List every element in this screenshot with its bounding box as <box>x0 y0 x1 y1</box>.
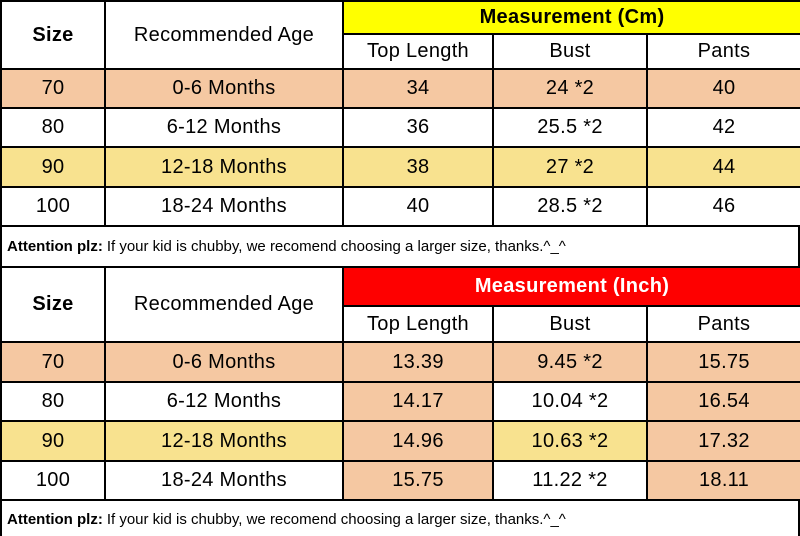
attention-text: If your kid is chubby, we recomend choos… <box>106 238 566 255</box>
cell-age: 6-12 Months <box>104 107 344 148</box>
table-row: 80 6-12 Months 36 25.5 *2 42 <box>0 107 800 148</box>
cm-age-header: Recommended Age <box>104 0 344 70</box>
cell-bust: 24 *2 <box>492 68 648 109</box>
cell-pants: 18.11 <box>645 460 800 501</box>
cell-age: 12-18 Months <box>104 420 344 462</box>
cell-size: 80 <box>0 381 106 422</box>
cell-bust: 10.63 *2 <box>492 420 648 462</box>
cell-size: 100 <box>0 186 106 227</box>
cell-bust: 25.5 *2 <box>492 107 648 148</box>
cell-top-length: 34 <box>342 68 494 109</box>
cell-pants: 15.75 <box>645 341 800 383</box>
cell-top-length: 15.75 <box>342 460 494 501</box>
inch-header-row-2: Top Length Bust Pants <box>1 305 800 343</box>
cell-bust: 28.5 *2 <box>492 186 648 227</box>
inch-col-pants: Pants <box>645 305 800 343</box>
attention-label: Attention plz: <box>7 238 103 255</box>
inch-header-row-1: Size Recommended Age Measurement (Inch) <box>0 266 800 343</box>
cell-size: 70 <box>0 68 106 109</box>
cell-top-length: 36 <box>342 107 494 148</box>
cell-size: 80 <box>0 107 106 148</box>
attention-text: If your kid is chubby, we recomend choos… <box>106 511 566 528</box>
cell-top-length: 14.96 <box>342 420 494 462</box>
cell-age: 0-6 Months <box>104 68 344 109</box>
table-row: 80 6-12 Months 14.17 10.04 *2 16.54 <box>0 381 800 422</box>
table-row: 90 12-18 Months 14.96 10.63 *2 17.32 <box>0 420 800 462</box>
cell-size: 100 <box>0 460 106 501</box>
cell-top-length: 13.39 <box>342 341 494 383</box>
inch-col-bust: Bust <box>492 305 648 343</box>
inch-age-header: Recommended Age <box>104 266 344 343</box>
cm-header-row-2: Top Length Bust Pants <box>1 33 800 70</box>
inch-size-table: Size Recommended Age Measurement (Inch) … <box>0 266 800 501</box>
cell-size: 70 <box>0 341 106 383</box>
cell-bust: 9.45 *2 <box>492 341 648 383</box>
cm-col-top-length: Top Length <box>342 33 494 70</box>
attention-label: Attention plz: <box>7 511 103 528</box>
cm-col-bust: Bust <box>492 33 648 70</box>
cell-age: 12-18 Months <box>104 146 344 188</box>
table-row: 100 18-24 Months 40 28.5 *2 46 <box>0 186 800 227</box>
cell-pants: 16.54 <box>645 381 800 422</box>
cm-size-table: Size Recommended Age Measurement (Cm) To… <box>0 0 800 227</box>
cell-size: 90 <box>0 146 106 188</box>
cell-pants: 42 <box>646 107 800 148</box>
inch-size-header: Size <box>0 266 106 343</box>
cell-bust: 11.22 *2 <box>492 460 648 501</box>
cell-age: 18-24 Months <box>104 186 344 227</box>
cell-pants: 44 <box>646 146 800 188</box>
attention-note-inch: Attention plz: If your kid is chubby, we… <box>0 501 800 536</box>
table-row: 90 12-18 Months 38 27 *2 44 <box>0 146 800 188</box>
cell-age: 0-6 Months <box>104 341 344 383</box>
cm-header-row-1: Size Recommended Age Measurement (Cm) <box>0 0 800 70</box>
cell-pants: 46 <box>646 186 800 227</box>
table-row: 70 0-6 Months 34 24 *2 40 <box>0 68 800 109</box>
cm-measurement-header: Measurement (Cm) <box>342 0 800 35</box>
cm-col-pants: Pants <box>646 33 800 70</box>
inch-measurement-header: Measurement (Inch) <box>341 266 800 307</box>
cell-pants: 40 <box>646 68 800 109</box>
cell-bust: 27 *2 <box>492 146 648 188</box>
table-row: 70 0-6 Months 13.39 9.45 *2 15.75 <box>0 341 800 383</box>
table-row: 100 18-24 Months 15.75 11.22 *2 18.11 <box>0 460 800 501</box>
inch-col-top-length: Top Length <box>342 305 494 343</box>
cell-age: 6-12 Months <box>104 381 344 422</box>
cell-age: 18-24 Months <box>104 460 344 501</box>
cell-top-length: 38 <box>342 146 494 188</box>
cell-top-length: 40 <box>342 186 494 227</box>
attention-note-cm: Attention plz: If your kid is chubby, we… <box>0 227 800 266</box>
cell-pants: 17.32 <box>645 420 800 462</box>
cell-size: 90 <box>0 420 106 462</box>
cell-top-length: 14.17 <box>342 381 494 422</box>
cell-bust: 10.04 *2 <box>492 381 648 422</box>
cm-size-header: Size <box>0 0 106 70</box>
